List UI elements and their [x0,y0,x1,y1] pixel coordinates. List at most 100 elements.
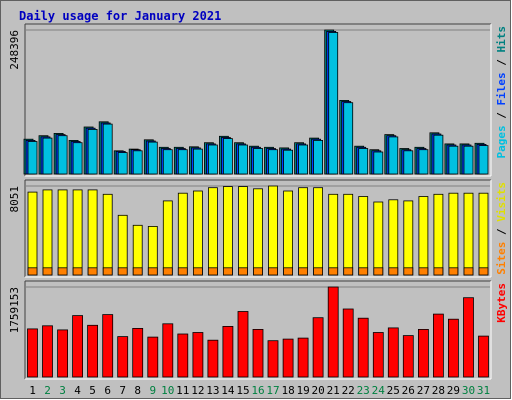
x-tick-label: 5 [89,384,96,397]
bar-kbytes-day-19 [297,337,309,378]
x-tick-label: 21 [327,384,340,397]
x-tick-label: 11 [176,384,189,397]
x-tick-label: 8 [134,384,141,397]
bar-pages-day-19 [298,144,309,175]
bar-kbytes-day-25 [387,327,399,378]
series-pages [27,32,489,175]
series-legend: Sites / Visits [495,182,508,275]
bar-sites-day-26 [403,267,414,276]
bar-sites-day-12 [192,267,203,276]
bar-pages-day-29 [448,145,459,175]
bar-visits-day-21 [328,193,339,276]
bar-visits-day-12 [192,190,203,276]
bar-pages-day-8 [132,150,143,175]
bar-kbytes-day-5 [87,324,98,378]
x-tick-label: 4 [74,384,81,397]
x-tick-label: 23 [357,384,370,397]
bar-pages-day-6 [102,123,113,175]
bar-sites-day-11 [177,267,188,276]
x-tick-label: 15 [236,384,249,397]
bar-visits-day-17 [268,185,278,276]
bar-pages-day-30 [463,145,474,175]
bar-pages-day-31 [478,145,489,175]
bar-pages-day-16 [253,148,263,175]
bar-visits-day-25 [388,199,399,276]
legend-entry: Sites [495,242,508,275]
x-tick-label: 24 [372,384,386,397]
bar-kbytes-day-31 [478,335,489,378]
chart-title: Daily usage for January 2021 [19,9,221,23]
bar-pages-day-3 [57,135,68,175]
bar-kbytes-day-3 [57,329,68,378]
bar-pages-day-20 [313,139,324,175]
x-tick-label: 14 [221,384,235,397]
x-axis-labels: 1 2 3 4 5 6 7 8 9 10 11 12 13 14 15 16 17 18 19 20 21 22 23 24 2… [29,384,490,397]
bar-pages-day-25 [388,136,399,175]
bar-sites-day-22 [343,267,354,276]
kbytes-panel: 1759153 KBytes [8,280,508,380]
hits-files-pages-panel: 248396 Pages / Files / Hits [8,23,508,177]
bar-pages-day-17 [268,149,278,175]
bar-pages-day-4 [72,142,83,175]
x-tick-label: 1 [29,384,36,397]
bar-sites-day-25 [388,267,399,276]
bar-sites-day-8 [132,267,143,276]
y-max-label: 248396 [8,30,21,70]
bar-kbytes-day-1 [27,328,38,378]
x-tick-label: 2 [44,384,51,397]
legend-entry: Visits [495,182,508,222]
bar-visits-day-29 [448,192,459,276]
bar-kbytes-day-2 [42,325,53,378]
bar-sites-day-9 [147,267,158,276]
bar-kbytes-day-17 [267,340,279,378]
x-tick-label: 13 [206,384,219,397]
bar-visits-day-27 [418,196,429,276]
x-tick-label: 16 [251,384,264,397]
series-kbytes [27,286,489,378]
bar-pages-day-5 [87,128,98,175]
series-visits [27,185,489,276]
bar-pages-day-23 [358,148,369,175]
x-tick-label: 7 [119,384,126,397]
bar-sites-day-14 [222,267,233,276]
bar-sites-day-7 [117,267,128,276]
bar-kbytes-day-20 [312,317,324,378]
bar-sites-day-28 [433,267,444,276]
bar-visits-day-4 [72,189,83,276]
series-sites [27,267,489,276]
bar-pages-day-12 [192,148,203,175]
bar-sites-day-20 [313,267,324,276]
bar-pages-day-21 [328,32,339,175]
bar-visits-day-6 [102,193,113,276]
bar-sites-day-15 [238,267,248,276]
bar-pages-day-1 [27,141,38,175]
bar-visits-day-13 [207,187,218,276]
bar-kbytes-day-15 [237,311,249,378]
bar-kbytes-day-22 [342,308,354,378]
bar-pages-day-24 [373,151,384,175]
bar-pages-day-10 [162,149,173,175]
bar-sites-day-27 [418,267,429,276]
bar-sites-day-30 [463,267,474,276]
bar-kbytes-day-24 [372,332,384,378]
series-legend: KBytes [495,283,508,323]
bar-sites-day-19 [298,267,309,276]
bar-kbytes-day-18 [282,338,294,378]
bar-pages-day-9 [147,141,158,175]
bar-sites-day-1 [27,267,38,276]
x-tick-label: 10 [161,384,174,397]
bar-sites-day-2 [42,267,53,276]
bar-sites-day-17 [268,267,278,276]
x-tick-label: 31 [477,384,490,397]
bar-kbytes-day-4 [72,315,83,378]
bar-visits-day-28 [433,193,444,276]
bar-kbytes-day-16 [252,328,264,378]
x-tick-label: 3 [59,384,66,397]
legend-entry: / [495,53,508,73]
bar-sites-day-29 [448,267,459,276]
x-tick-label: 25 [387,384,400,397]
y-max-label: 8051 [8,186,21,213]
x-tick-label: 6 [104,384,111,397]
bar-visits-day-11 [177,192,188,276]
